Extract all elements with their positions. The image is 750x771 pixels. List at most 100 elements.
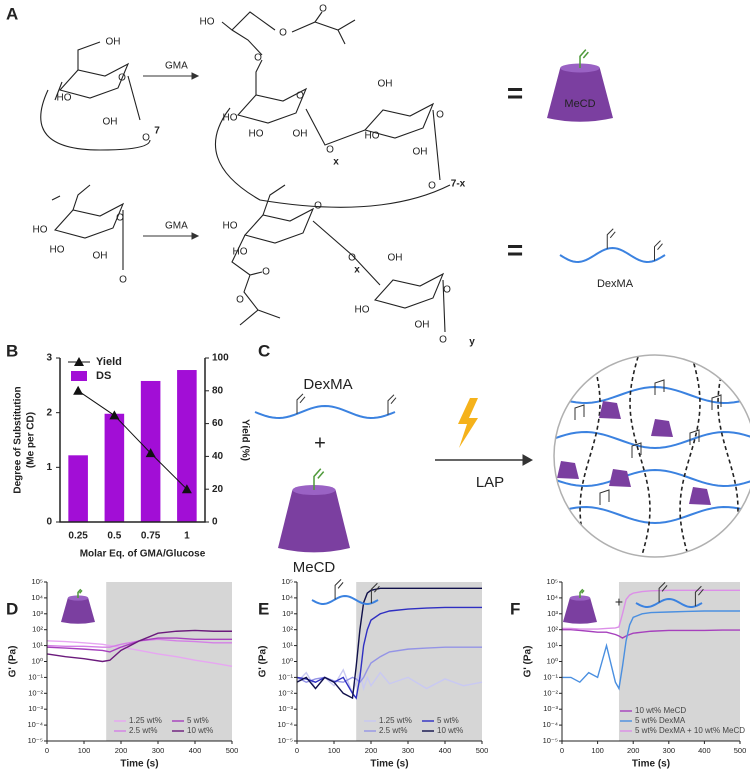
x-tick-label: 200 [627, 746, 640, 755]
y-tick-label: 10⁻⁵ [278, 736, 293, 745]
reagent-label: GMA [165, 61, 188, 72]
cd-node [599, 401, 621, 419]
bar [104, 413, 125, 522]
crosslink-bond [654, 379, 665, 395]
y-tick-label: 10³ [547, 609, 558, 618]
x-tick-label: 0.75 [141, 531, 161, 542]
header-symbol: + [615, 594, 623, 610]
atom-label: OH [93, 251, 108, 262]
atom-label: HO [50, 245, 65, 256]
y-tick-label: 10⁴ [281, 593, 293, 602]
vinyl-group [77, 588, 83, 598]
atom-label: x [354, 265, 360, 276]
crosslink-bond [574, 404, 585, 420]
y-tick-label: 10⁻³ [28, 704, 43, 713]
cd-node [651, 419, 673, 437]
polymer-chain [559, 246, 666, 263]
x-tick-label: 400 [698, 746, 711, 755]
crosslink-bond [711, 394, 722, 410]
legend-label: 2.5 wt% [129, 726, 157, 735]
hydrogel-boundary [553, 354, 750, 558]
atom-label: OH [415, 320, 430, 331]
x-axis-label: Molar Eq. of GMA/Glucose [80, 549, 206, 560]
yield-marker [181, 484, 192, 494]
x-tick-label: 0.5 [107, 531, 121, 542]
y-tick-label: 10² [32, 625, 43, 634]
legend-label: DS [96, 370, 111, 382]
cone-icon [61, 588, 95, 624]
vinyl-group [370, 582, 380, 604]
cd-node [557, 461, 579, 479]
axes [59, 358, 206, 523]
data-line [562, 610, 740, 691]
x-axis-label: Time (s) [370, 759, 408, 770]
y-tick-label: 10⁻² [278, 688, 293, 697]
legend-label: 10 wt% MeCD [635, 706, 686, 715]
crosslink-bond [599, 489, 610, 505]
atom-label: HO [355, 305, 370, 316]
y2-tick-label: 60 [212, 418, 224, 429]
panel-letter: C [258, 341, 270, 360]
x-tick-label: 300 [152, 746, 165, 755]
data-line [46, 637, 232, 653]
x-axis-label: Time (s) [632, 759, 670, 770]
atom-label: O [116, 213, 124, 224]
x-tick-label: 100 [591, 746, 604, 755]
atom-label: O [254, 53, 262, 64]
y-tick-label: 10³ [282, 609, 293, 618]
crosslink-chain [579, 355, 601, 557]
bar [68, 455, 88, 522]
atom-label: OH [413, 147, 428, 158]
atom-label: O [439, 335, 447, 346]
crosslink-chain [717, 355, 739, 557]
x-tick-label: 100 [78, 746, 91, 755]
vinyl-group [334, 579, 344, 600]
y-tick-label: 10⁴ [546, 593, 558, 602]
y2-tick-label: 100 [212, 353, 229, 364]
legend-label: 2.5 wt% [379, 726, 407, 735]
y-tick-label: 3 [46, 353, 52, 364]
y-tick-label: 10⁻⁵ [28, 736, 43, 745]
y-axis-label: G' (Pa) [523, 646, 534, 678]
y-tick-label: 0 [46, 517, 52, 528]
atom-label: O [142, 133, 150, 144]
cone-icon [278, 468, 350, 553]
atom-label: HO [223, 221, 238, 232]
data-line [46, 629, 232, 663]
x-axis-label: Time (s) [120, 759, 158, 770]
atom-label: HO [365, 131, 380, 142]
atom-label: x [333, 157, 339, 168]
hydrogel-network [554, 355, 750, 557]
panel-letter: B [6, 341, 18, 360]
y-tick-label: 10³ [32, 609, 43, 618]
product-name: DexMA [597, 278, 634, 290]
atom-label: HO [223, 113, 238, 124]
atom-label: OH [293, 129, 308, 140]
atom-label: OH [106, 37, 121, 48]
y-tick-label: 10⁻⁴ [27, 720, 43, 729]
y-tick-label: 10⁻³ [278, 704, 293, 713]
lightning-icon [458, 398, 478, 448]
panel-letter: A [6, 4, 18, 23]
legend-label: 5 wt% [187, 716, 209, 725]
y-tick-label: 2 [46, 407, 52, 418]
polymer-chain [554, 506, 750, 525]
data-line [562, 629, 740, 639]
atom-label: HO [249, 129, 264, 140]
cone-body [61, 598, 95, 624]
x-tick-label: 1 [184, 531, 190, 542]
yield-marker [73, 385, 84, 395]
atom-label: HO [57, 93, 72, 104]
highlight-region [356, 582, 482, 741]
y-tick-label: 10⁻⁴ [542, 720, 558, 729]
data-line [46, 640, 233, 667]
vinyl-group [296, 393, 306, 414]
highlight-region [106, 582, 232, 741]
atom-label: O [348, 253, 356, 264]
atom-label: O [262, 267, 270, 278]
polymer-label: DexMA [303, 376, 352, 393]
vinyl-group [313, 468, 325, 490]
y-tick-label: 10² [547, 625, 558, 634]
y-tick-label: 10⁰ [282, 656, 293, 665]
